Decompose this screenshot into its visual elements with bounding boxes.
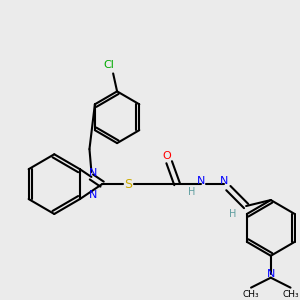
Text: H: H xyxy=(188,187,196,197)
Text: Cl: Cl xyxy=(104,61,115,70)
Text: N: N xyxy=(196,176,205,186)
Text: N: N xyxy=(267,269,275,279)
Text: N: N xyxy=(220,176,229,186)
Text: N: N xyxy=(89,190,98,200)
Text: S: S xyxy=(124,178,132,190)
Text: CH₃: CH₃ xyxy=(282,290,299,299)
Text: N: N xyxy=(89,168,98,178)
Text: CH₃: CH₃ xyxy=(243,290,260,299)
Text: H: H xyxy=(229,209,236,219)
Text: O: O xyxy=(163,151,172,161)
